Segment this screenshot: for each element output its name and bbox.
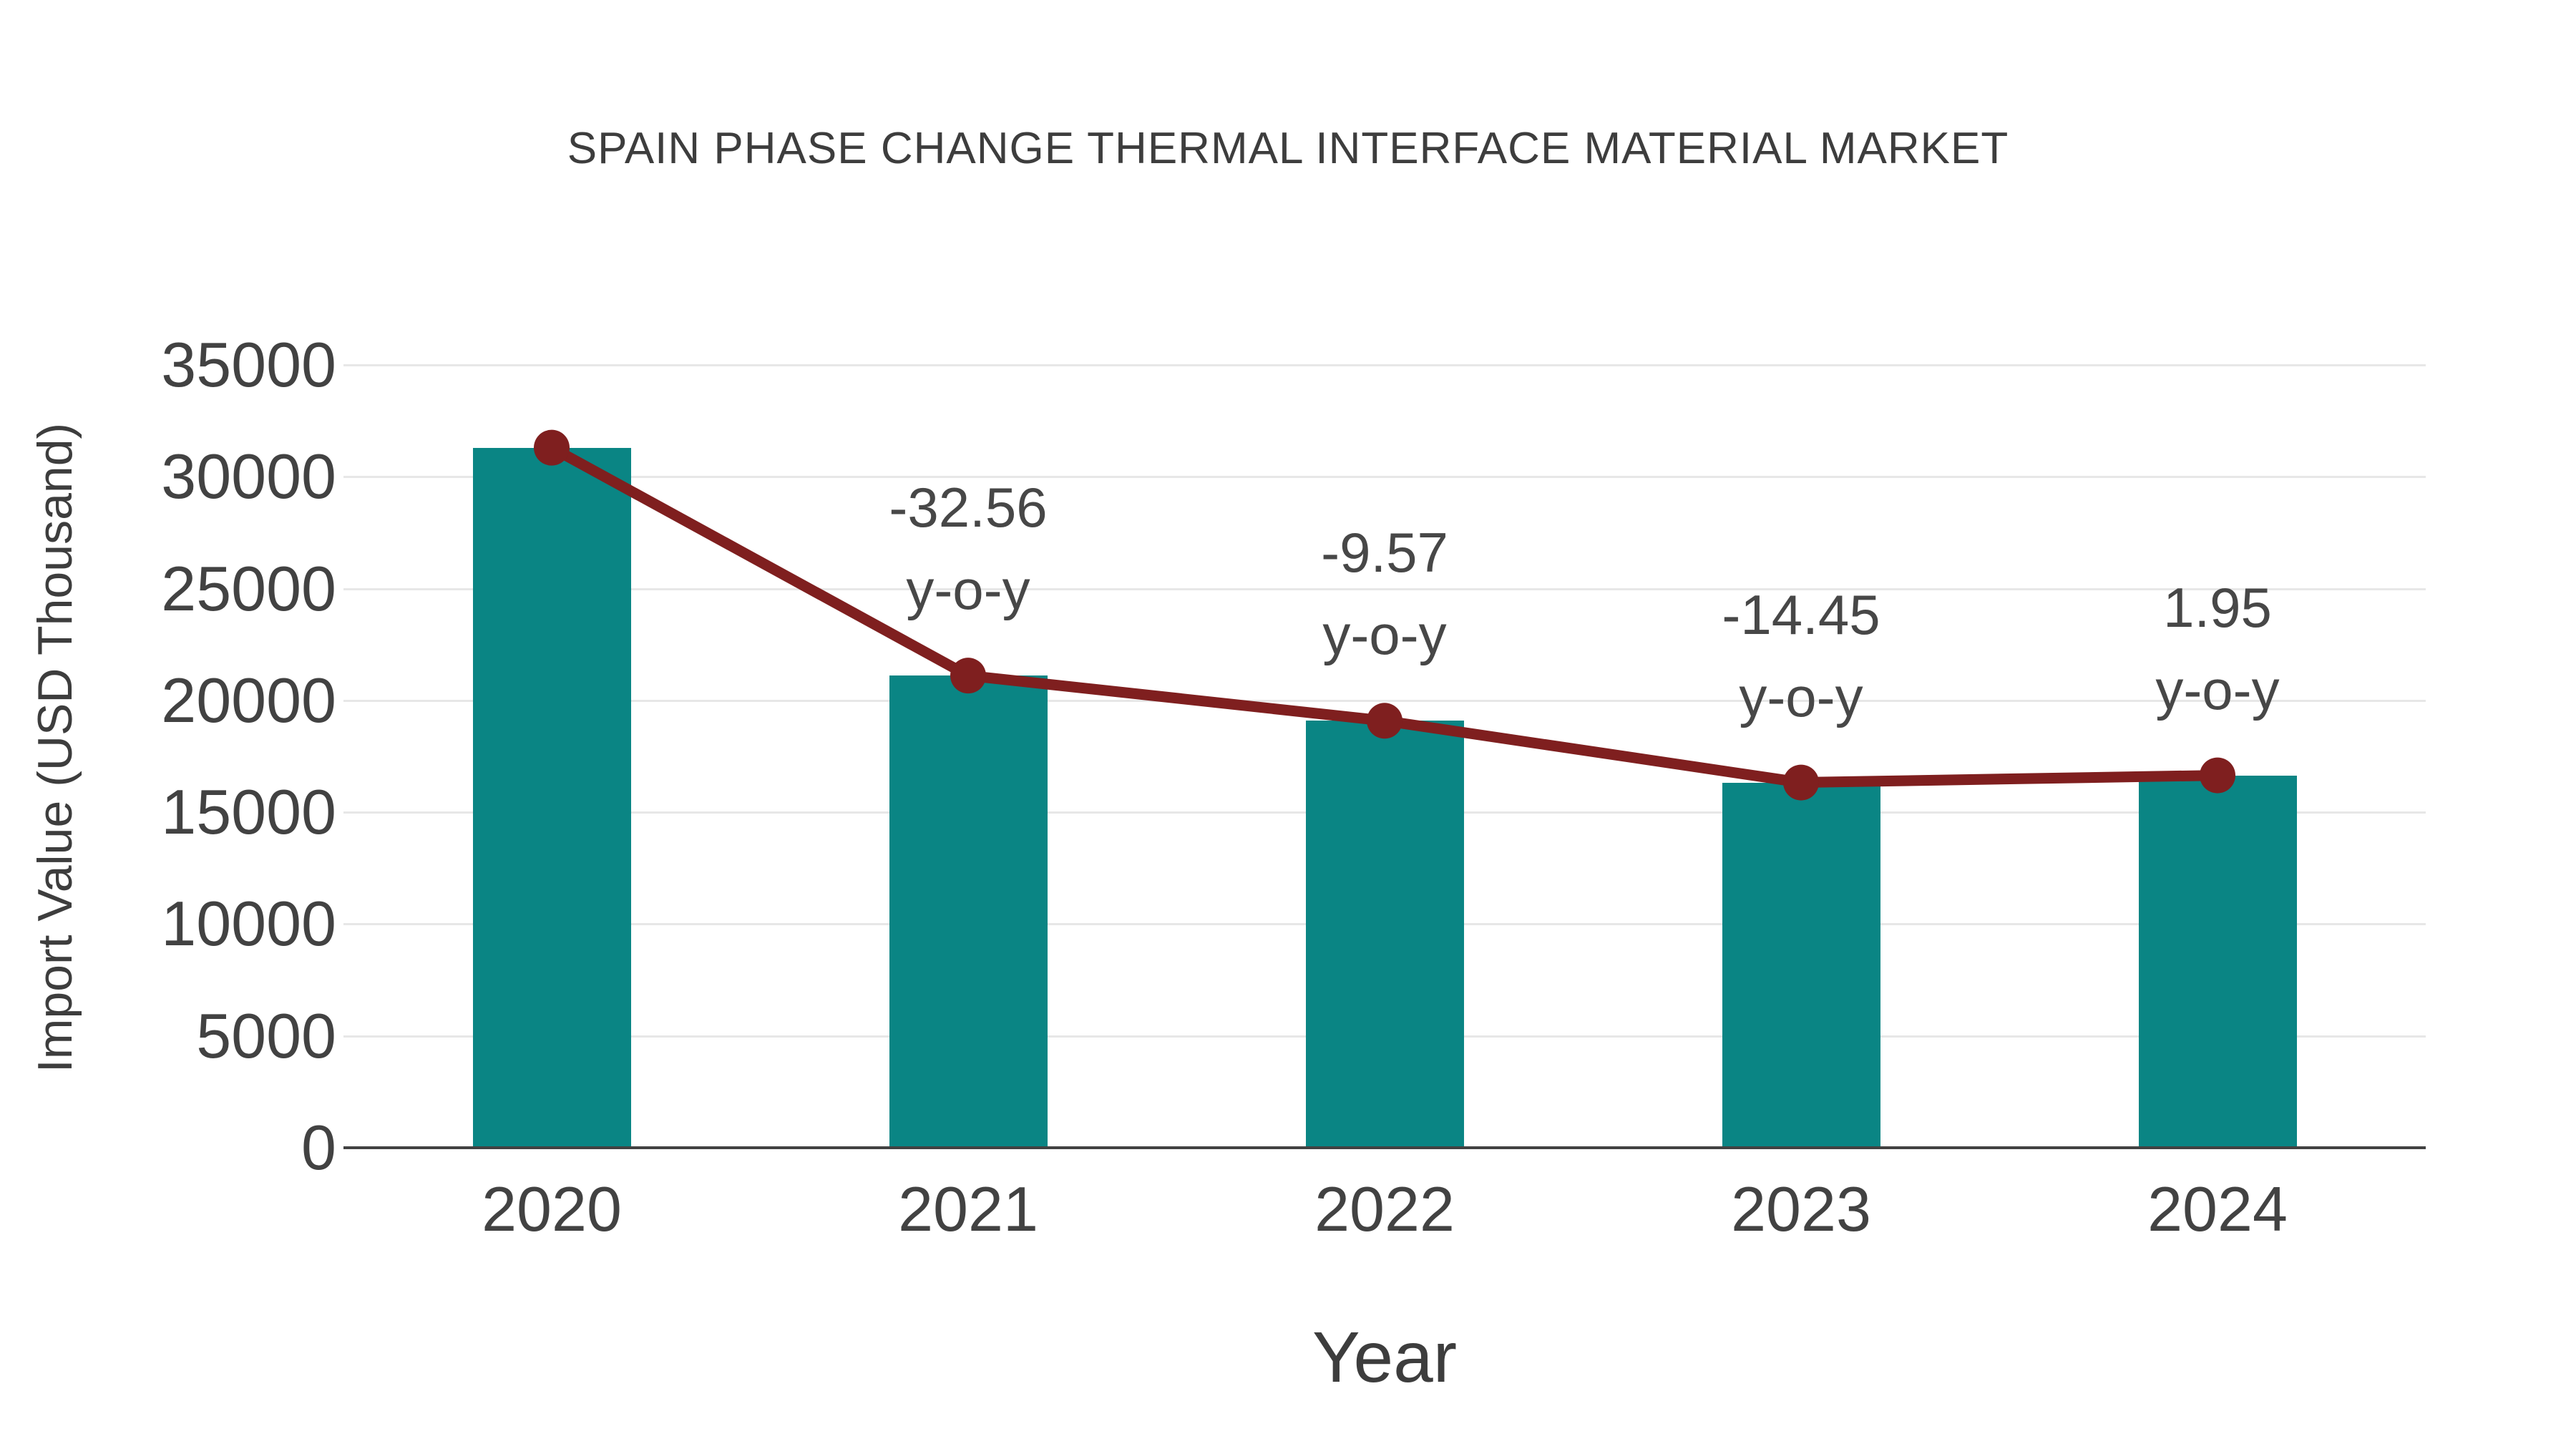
gridline (343, 699, 2426, 702)
y-tick-label: 10000 (161, 888, 336, 960)
yoy-annotation: -14.45 y-o-y (1722, 574, 1880, 738)
x-axis-line (343, 1146, 2426, 1149)
trend-line-layer (534, 429, 2235, 801)
x-tick-label: 2023 (1731, 1174, 1871, 1244)
gridline (343, 476, 2426, 479)
yoy-annotation: -32.56 y-o-y (889, 467, 1047, 631)
bar (889, 675, 1048, 1148)
bar (472, 447, 631, 1148)
x-tick-label: 2020 (482, 1174, 622, 1244)
yoy-value: -14.45 (1722, 582, 1880, 646)
gridline (343, 587, 2426, 590)
y-tick-label: 5000 (196, 1000, 336, 1071)
yoy-annotation: -9.57 y-o-y (1321, 512, 1448, 676)
yoy-suffix: y-o-y (2155, 658, 2280, 721)
plot-area: -32.56 y-o-y -9.57 y-o-y -14.45 y-o-y 1.95 y-o-… (343, 364, 2426, 1149)
yoy-value: -9.57 (1321, 521, 1448, 585)
yoy-value: -32.56 (889, 476, 1048, 540)
y-tick-label: 15000 (161, 776, 336, 848)
y-axis-ticks: 0 5000 10000 15000 20000 25000 30000 35000 (0, 329, 336, 1183)
yoy-suffix: y-o-y (1739, 665, 1863, 728)
y-tick-label: 25000 (161, 552, 336, 624)
yoy-suffix: y-o-y (906, 558, 1030, 622)
x-tick-label: 2024 (2147, 1174, 2288, 1244)
bar (1722, 782, 1880, 1148)
bar (2138, 775, 2297, 1148)
x-axis-title: Year (1312, 1317, 1458, 1397)
y-tick-label: 0 (301, 1112, 336, 1183)
x-tick-label: 2021 (898, 1174, 1038, 1244)
x-axis-ticks: 2020 2021 2022 2023 2024 (343, 1148, 2426, 1291)
y-tick-label: 20000 (161, 664, 336, 736)
data-point-marker (1783, 764, 1819, 801)
data-point-marker (950, 658, 986, 694)
data-point-marker (1367, 703, 1402, 739)
yoy-suffix: y-o-y (1322, 603, 1447, 667)
chart-title: SPAIN PHASE CHANGE THERMAL INTERFACE MAT… (567, 124, 2009, 173)
x-tick-label: 2022 (1314, 1174, 1455, 1244)
bar (1305, 721, 1464, 1148)
yoy-annotation: 1.95 y-o-y (2155, 567, 2279, 731)
data-point-marker (534, 429, 570, 466)
gridline (343, 364, 2426, 366)
y-tick-label: 35000 (161, 329, 336, 400)
y-tick-label: 30000 (161, 441, 336, 512)
data-point-marker (2200, 757, 2235, 794)
yoy-value: 1.95 (2163, 575, 2272, 639)
